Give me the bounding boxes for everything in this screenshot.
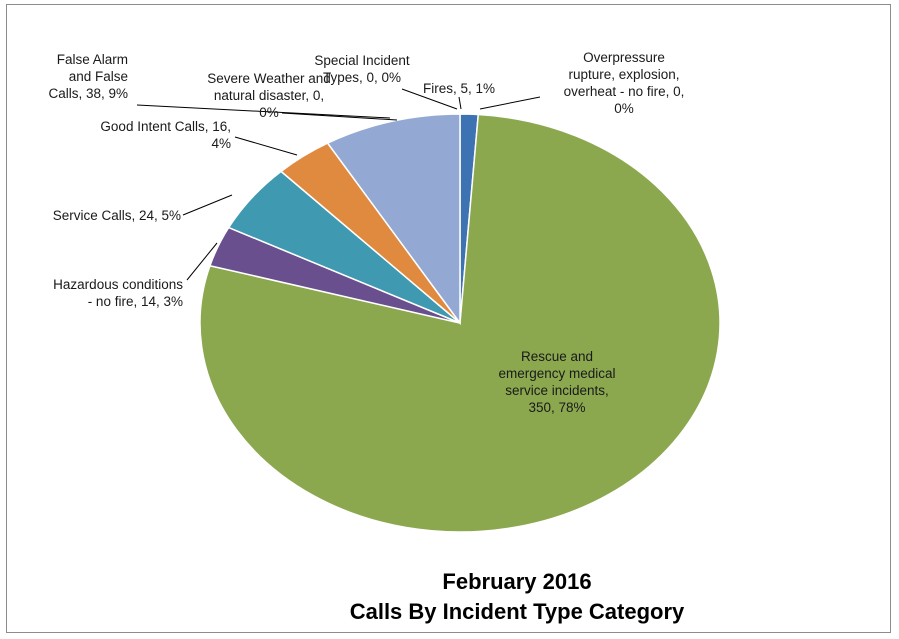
chart-subtitle: Calls By Incident Type Category — [350, 599, 685, 624]
leader-line-special-incident-types — [401, 88, 458, 110]
data-label-good-intent-calls: Good Intent Calls, 16, 4% — [100, 119, 231, 151]
leader-line-severe-weather-and-natural-disaster — [281, 112, 398, 121]
leader-line-service-calls — [182, 194, 233, 216]
data-label-false-alarm-and-false-calls: False Alarm and False Calls, 38, 9% — [48, 52, 128, 101]
data-label-overpressure-rupture-explosion-overheat-no-fire: Overpressure rupture, explosion, overheat … — [564, 50, 685, 116]
leader-line-fires — [458, 96, 462, 110]
leader-line-overpressure-rupture-explosion-overheat-no-fire — [479, 96, 541, 110]
leader-line-good-intent-calls — [234, 136, 298, 156]
pie-slice-false-alarm-and-false-calls — [326, 113, 461, 326]
data-label-hazardous-conditions-no-fire: Hazardous conditions - no fire, 14, 3% — [53, 277, 183, 309]
data-label-fires: Fires, 5, 1% — [423, 81, 495, 96]
leader-line-hazardous-conditions-no-fire — [186, 242, 218, 281]
chart-title: February 2016 — [442, 569, 591, 594]
pie-chart: Fires, 5, 1% Overpressure rupture, explosi… — [48, 50, 721, 624]
data-label-special-incident-types: Special Incident Types, 0, 0% — [314, 53, 410, 85]
leader-line-false-alarm-and-false-calls — [136, 104, 391, 119]
data-label-rescue-and-emergency-medical-service-incidents: Rescue and emergency medical service incid… — [498, 349, 615, 415]
chart-frame: Fires, 5, 1% Overpressure rupture, explosi… — [6, 4, 891, 633]
data-label-service-calls: Service Calls, 24, 5% — [53, 208, 181, 223]
data-label-severe-weather-and-natural-disaster: Severe Weather and natural disaster, 0, 0% — [207, 71, 331, 120]
